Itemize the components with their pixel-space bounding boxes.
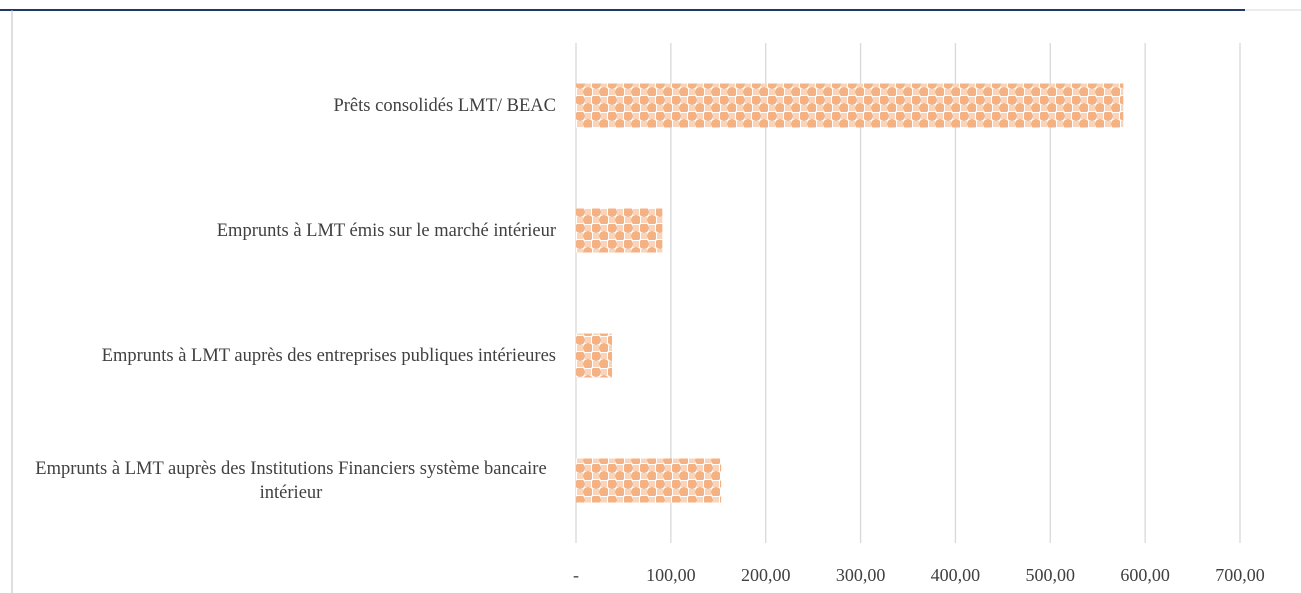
bar (576, 458, 722, 503)
y-tick-label: Prêts consolidés LMT/ BEAC (333, 95, 556, 116)
x-tick-label: 400,00 (931, 565, 981, 585)
category-label-box: Emprunts à LMT auprès des Institutions F… (20, 457, 556, 505)
x-tick-label: 200,00 (741, 565, 791, 585)
y-tick-label: Emprunts à LMT émis sur le marché intéri… (216, 220, 556, 241)
bar (576, 83, 1124, 128)
y-tick-label: Emprunts à LMT auprès des entreprises pu… (101, 345, 556, 366)
x-tick-label: 600,00 (1120, 565, 1170, 585)
x-tick-label: 100,00 (646, 565, 696, 585)
x-tick-label: - (573, 565, 579, 585)
category-label-box: Emprunts à LMT émis sur le marché intéri… (20, 219, 556, 243)
y-tick-label: Emprunts à LMT auprès des Institutions F… (35, 458, 547, 503)
bar (576, 333, 613, 378)
bar (576, 208, 663, 253)
x-tick-label: 300,00 (836, 565, 886, 585)
x-tick-label: 500,00 (1026, 565, 1076, 585)
x-tick-label: 700,00 (1215, 565, 1265, 585)
category-label-box: Emprunts à LMT auprès des entreprises pu… (20, 344, 556, 368)
category-label-box: Prêts consolidés LMT/ BEAC (20, 94, 556, 118)
